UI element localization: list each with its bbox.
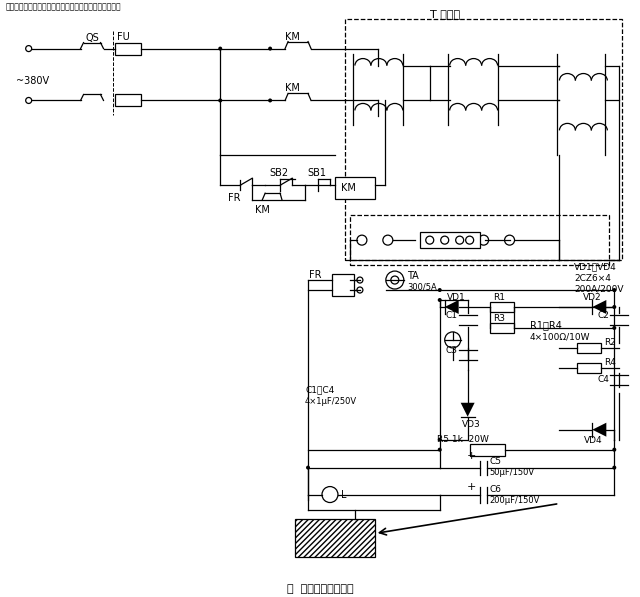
Text: C3: C3 [445,346,458,355]
Circle shape [456,236,463,244]
Bar [335,177,375,199]
Polygon shape [461,403,475,417]
Text: VD1～VD4: VD1～VD4 [575,263,617,272]
Circle shape [357,235,367,245]
Text: C2: C2 [598,312,609,321]
Circle shape [438,298,442,302]
Text: 2CZ6×4: 2CZ6×4 [575,273,611,282]
Text: +: + [467,451,477,461]
Circle shape [427,235,436,245]
Text: R4: R4 [604,358,616,367]
Circle shape [612,448,616,452]
Circle shape [26,97,31,103]
Text: KM: KM [285,84,300,94]
Circle shape [479,235,488,245]
Text: 4×100Ω/10W: 4×100Ω/10W [529,333,590,341]
Circle shape [612,326,616,330]
Text: +: + [467,482,477,491]
Text: 50μF/150V: 50μF/150V [490,468,535,477]
Text: 4×1μF/250V: 4×1μF/250V [305,397,357,407]
Text: R1～R4: R1～R4 [529,320,561,330]
Text: C5: C5 [490,457,502,466]
Bar [345,19,622,260]
Bar [115,94,141,106]
Text: 图  电弧焊接用变频器: 图 电弧焊接用变频器 [287,584,353,595]
Text: R2: R2 [604,338,616,347]
Circle shape [452,235,463,245]
Bar [295,519,375,558]
Bar [420,232,479,248]
Polygon shape [445,300,459,314]
Circle shape [426,236,434,244]
Polygon shape [593,423,606,436]
Circle shape [268,99,272,103]
Text: 200μF/150V: 200μF/150V [490,496,540,505]
Text: C6: C6 [490,485,502,494]
Text: L: L [341,490,346,500]
Text: QS: QS [86,33,99,42]
Bar [577,343,602,353]
Circle shape [386,271,404,289]
Polygon shape [593,300,606,314]
Circle shape [383,235,393,245]
Text: KM: KM [285,32,300,42]
Text: 300/5A: 300/5A [407,282,436,291]
Bar [350,215,609,265]
Circle shape [441,236,449,244]
Text: R5 1k  20W: R5 1k 20W [436,435,488,444]
Bar [470,444,504,456]
Circle shape [612,305,616,309]
Circle shape [504,235,515,245]
Text: SB2: SB2 [269,168,289,179]
Text: FR: FR [310,270,322,280]
Text: 装载机械与塑料机械与电气设备用电缆与榨汁机电路连接: 装载机械与塑料机械与电气设备用电缆与榨汁机电路连接 [6,2,122,11]
Circle shape [218,47,222,51]
Text: C1～C4: C1～C4 [305,385,334,394]
Circle shape [438,288,442,292]
Circle shape [612,466,616,470]
Text: 200A/200V: 200A/200V [575,285,624,294]
Text: ~380V: ~380V [16,75,49,85]
Circle shape [612,288,616,292]
Text: VD3: VD3 [461,420,481,429]
Circle shape [357,287,363,293]
Bar [490,302,513,312]
Circle shape [218,99,222,103]
Circle shape [322,487,338,503]
Circle shape [357,277,363,283]
Text: R3: R3 [493,315,506,324]
Text: FR: FR [228,193,241,203]
Circle shape [26,45,31,51]
Circle shape [306,466,310,470]
Bar [332,274,354,296]
Circle shape [268,47,272,51]
Text: T 电焊机: T 电焊机 [429,9,460,19]
Text: R1: R1 [493,293,506,301]
Text: C1: C1 [445,312,458,321]
Text: C4: C4 [598,376,609,384]
Text: SB1: SB1 [307,168,326,179]
Text: TA: TA [407,271,419,281]
Circle shape [391,276,399,284]
Circle shape [438,448,442,452]
Bar [577,363,602,373]
Text: VD4: VD4 [584,436,603,445]
Text: FU: FU [117,32,130,42]
Bar [115,42,141,54]
Circle shape [438,438,442,442]
Text: VD1: VD1 [447,293,465,301]
Circle shape [445,332,461,348]
Text: KM: KM [342,183,356,193]
Circle shape [466,236,474,244]
Text: VD2: VD2 [584,293,602,301]
Text: KM: KM [255,205,269,215]
Bar [490,323,513,333]
